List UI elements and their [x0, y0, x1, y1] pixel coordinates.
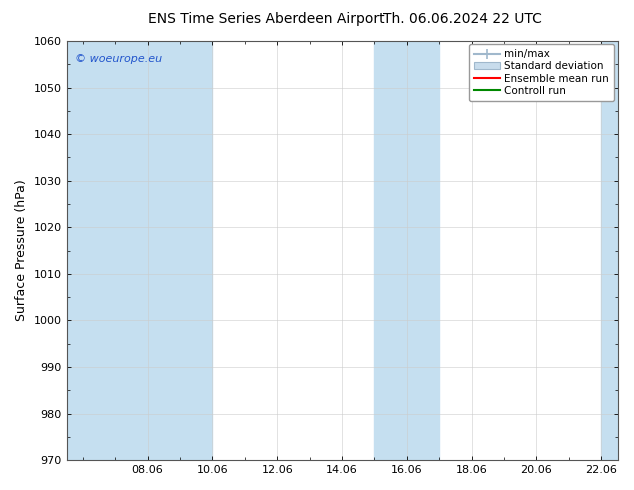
Bar — [601, 41, 618, 460]
Bar — [375, 41, 439, 460]
Text: ENS Time Series Aberdeen Airport: ENS Time Series Aberdeen Airport — [148, 12, 385, 26]
Text: Th. 06.06.2024 22 UTC: Th. 06.06.2024 22 UTC — [384, 12, 542, 26]
Y-axis label: Surface Pressure (hPa): Surface Pressure (hPa) — [15, 180, 28, 321]
Text: © woeurope.eu: © woeurope.eu — [75, 53, 162, 64]
Legend: min/max, Standard deviation, Ensemble mean run, Controll run: min/max, Standard deviation, Ensemble me… — [469, 44, 614, 101]
Bar — [67, 41, 212, 460]
